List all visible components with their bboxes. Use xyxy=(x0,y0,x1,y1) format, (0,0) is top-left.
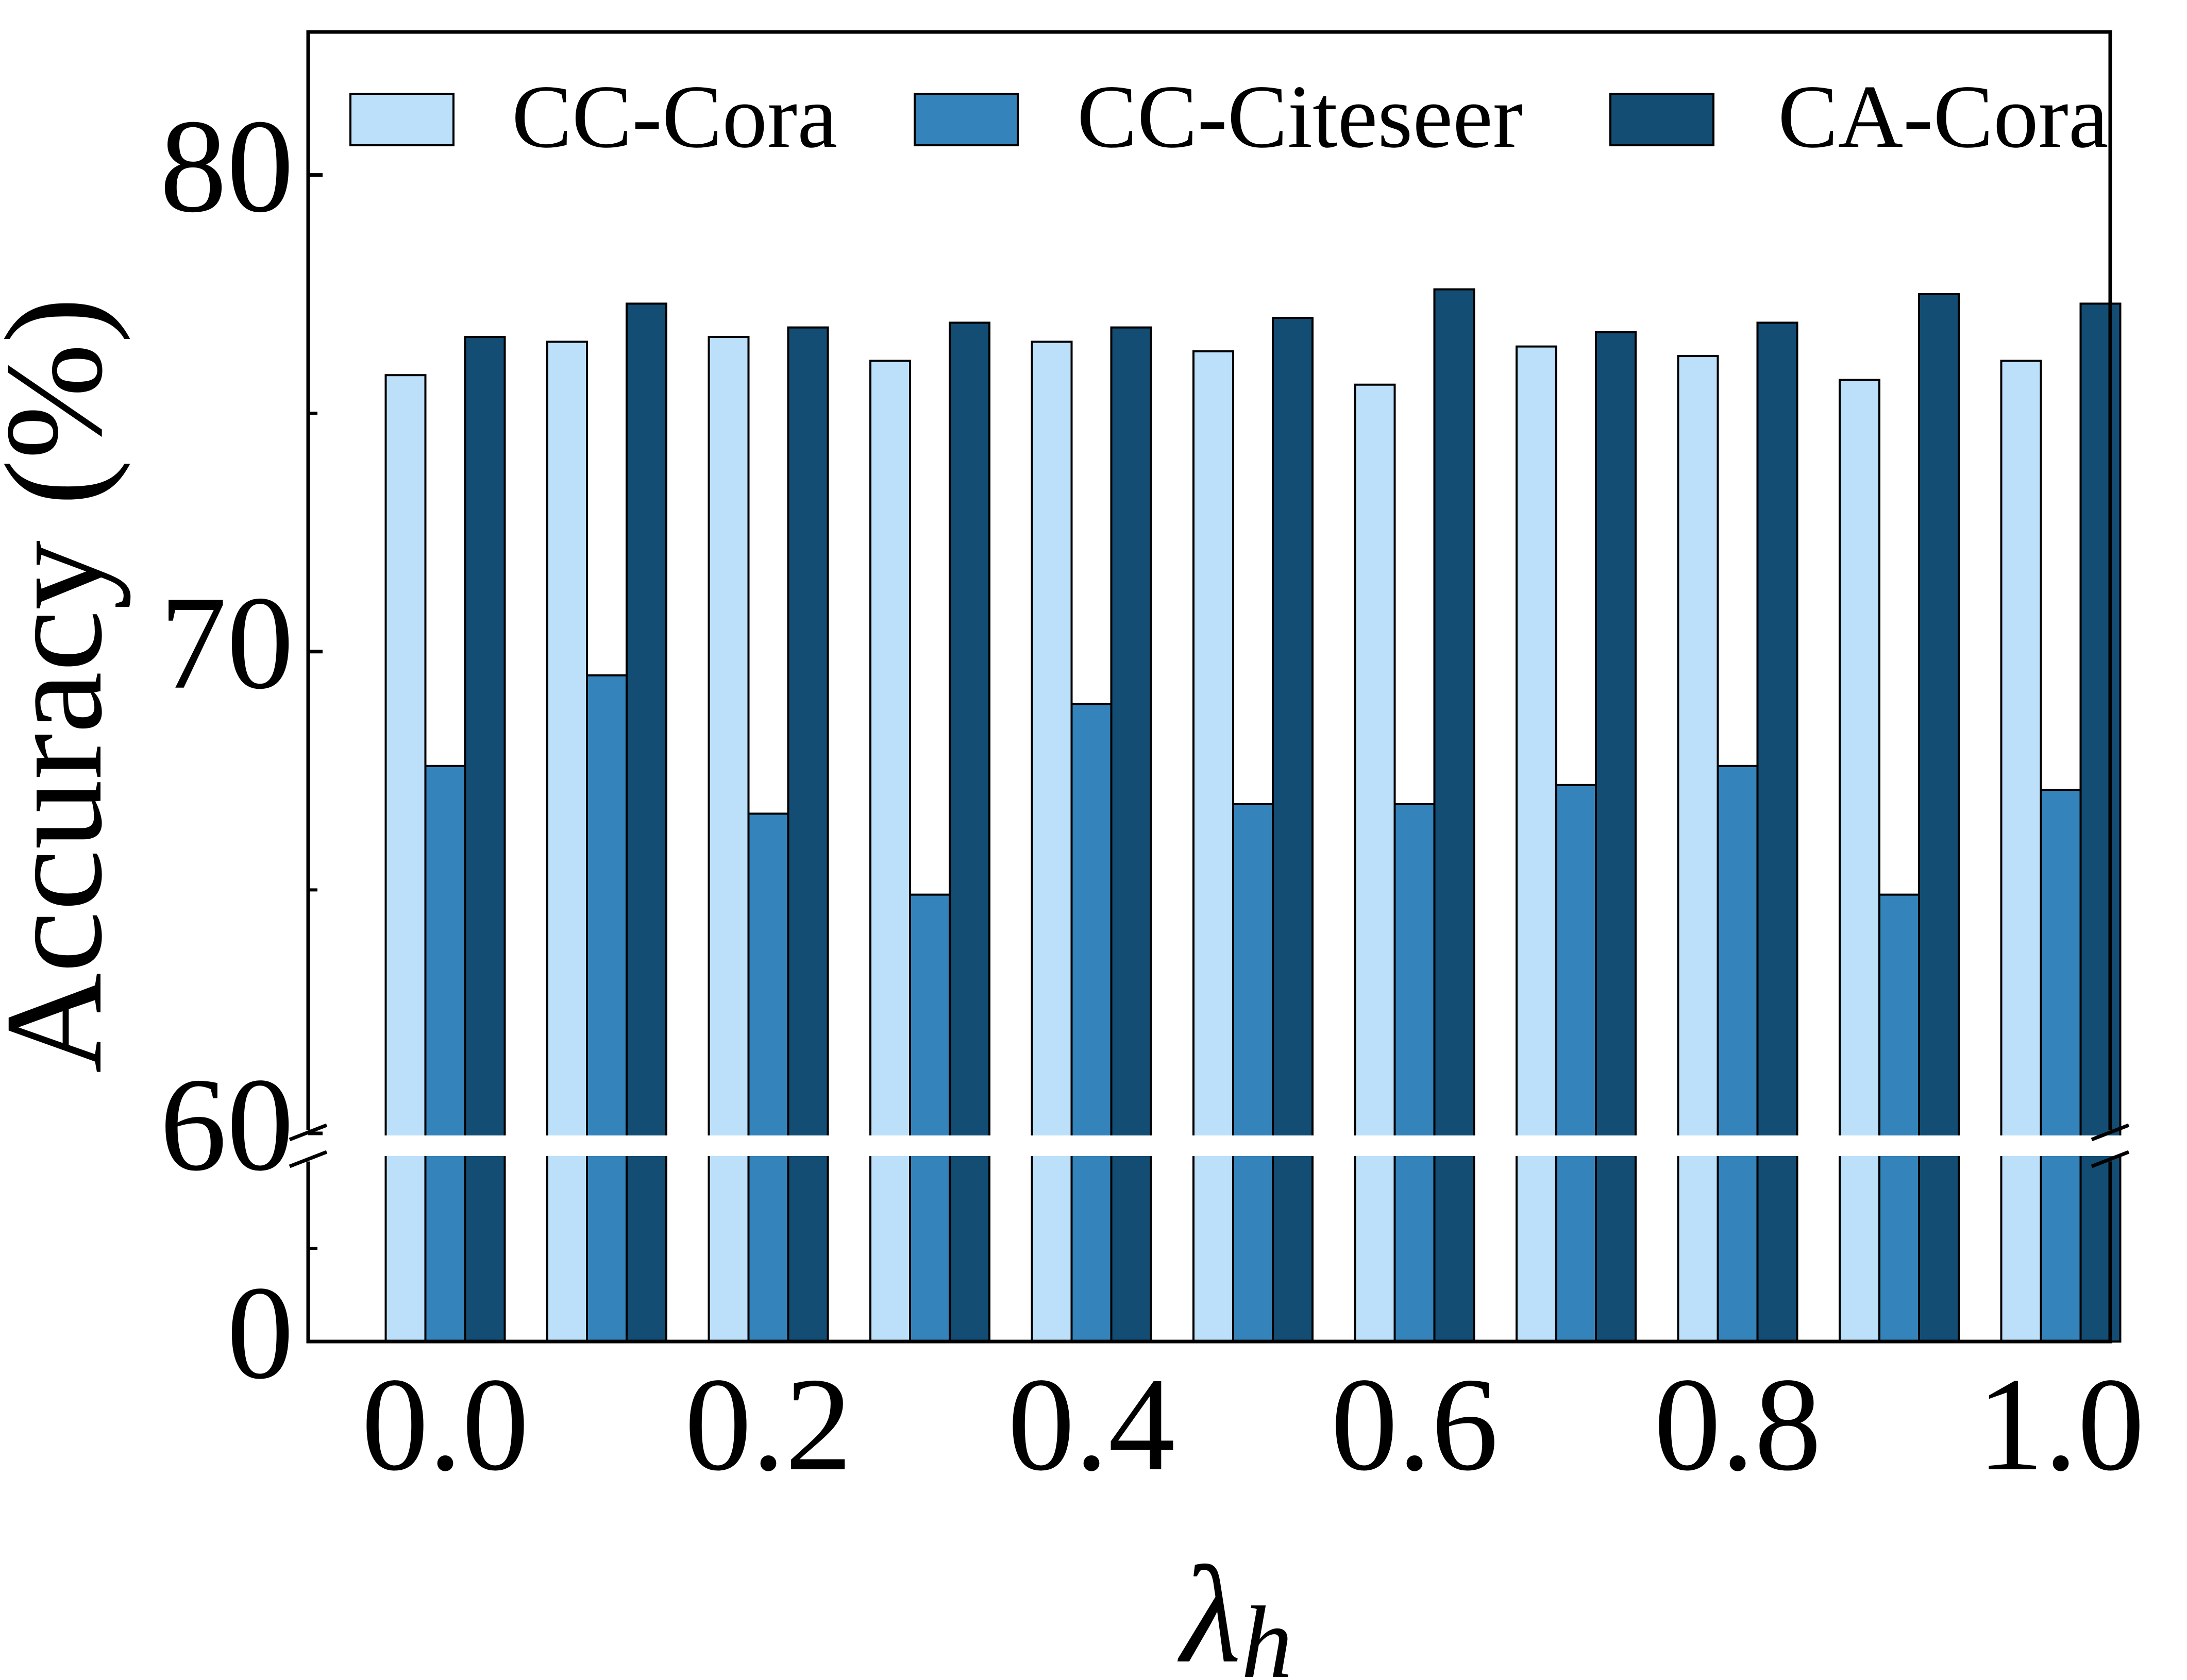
bar-ca-cora-0.4 xyxy=(1110,326,1152,1343)
legend: CC-Cora CC-Citeseer CA-Cora xyxy=(349,66,2109,166)
bar-cc-citeseer-0.1 xyxy=(586,674,628,1343)
axis-break-mark xyxy=(289,1150,328,1168)
axes-layer: 0 60 70 80 0.0 0.2 0.4 0.6 0.8 1.0 xyxy=(160,30,2145,1499)
y-tick-label-70: 70 xyxy=(160,569,294,717)
bar-ca-cora-0.2 xyxy=(787,326,829,1343)
x-tick-label-0.4: 0.4 xyxy=(1008,1350,1175,1499)
y-tick-label-0: 0 xyxy=(227,1259,294,1407)
bar-cc-citeseer-0.5 xyxy=(1232,803,1274,1343)
legend-label-ca-cora: CA-Cora xyxy=(1778,66,2109,166)
x-tick-label-0.6: 0.6 xyxy=(1331,1350,1499,1499)
y-tick-label-60: 60 xyxy=(160,1050,294,1199)
x-tick-label-1.0: 1.0 xyxy=(1977,1350,2145,1499)
bar-cc-cora-0.9 xyxy=(1839,379,1880,1343)
bar-cc-citeseer-1.0 xyxy=(2040,789,2082,1343)
axis-break-gap xyxy=(288,1135,2131,1156)
bar-ca-cora-0.9 xyxy=(1918,293,1960,1343)
bar-cc-cora-0.5 xyxy=(1192,350,1234,1343)
bar-cc-cora-0.4 xyxy=(1031,341,1073,1343)
bar-cc-citeseer-0.4 xyxy=(1070,703,1113,1343)
bars-layer xyxy=(384,288,2122,1343)
bar-ca-cora-0.3 xyxy=(949,321,990,1343)
legend-swatch-cc-cora xyxy=(349,93,455,146)
bar-cc-cora-0.0 xyxy=(384,374,427,1343)
bar-cc-citeseer-0.3 xyxy=(909,893,951,1343)
bar-cc-cora-0.7 xyxy=(1516,345,1557,1343)
axis-break-mark xyxy=(2091,1123,2130,1142)
x-tick-label-0.0: 0.0 xyxy=(362,1350,529,1499)
bar-ca-cora-0.7 xyxy=(1595,331,1637,1343)
bar-ca-cora-0.6 xyxy=(1433,288,1475,1343)
y-axis-label: Accuracy (%) xyxy=(0,297,131,1074)
x-axis-label: λh xyxy=(1176,1538,1292,1677)
bar-cc-cora-0.6 xyxy=(1354,383,1396,1343)
x-tick-label-0.2: 0.2 xyxy=(685,1350,852,1499)
legend-swatch-cc-citeseer xyxy=(914,93,1019,146)
bar-cc-cora-0.1 xyxy=(546,341,588,1343)
x-tick-label-0.8: 0.8 xyxy=(1654,1350,1822,1499)
bar-ca-cora-0.8 xyxy=(1756,321,1798,1343)
bar-cc-citeseer-0.6 xyxy=(1393,803,1436,1343)
axis-labels-layer: Accuracy (%) λh xyxy=(0,297,1292,1680)
legend-label-cc-citeseer: CC-Citeseer xyxy=(1077,66,1523,166)
bar-cc-cora-0.3 xyxy=(869,360,911,1343)
bar-ca-cora-0.0 xyxy=(464,336,506,1343)
bar-cc-citeseer-0.7 xyxy=(1555,784,1597,1343)
bar-cc-cora-1.0 xyxy=(2000,360,2042,1343)
legend-label-cc-cora: CC-Cora xyxy=(512,66,837,166)
bar-cc-citeseer-0.9 xyxy=(1878,893,1920,1343)
axis-break-mark xyxy=(2091,1150,2130,1168)
x-axis-label-subscript: h xyxy=(1241,1586,1292,1677)
bar-ca-cora-1.0 xyxy=(2079,302,2122,1343)
bar-ca-cora-0.1 xyxy=(626,302,667,1343)
legend-swatch-ca-cora xyxy=(1609,93,1714,146)
bar-cc-citeseer-0.8 xyxy=(1717,765,1759,1343)
bar-cc-citeseer-0.0 xyxy=(424,765,466,1343)
bar-ca-cora-0.5 xyxy=(1272,317,1314,1343)
bar-cc-cora-0.2 xyxy=(708,336,750,1343)
bar-cc-cora-0.8 xyxy=(1677,355,1719,1343)
bar-cc-citeseer-0.2 xyxy=(747,812,789,1343)
x-axis-label-symbol: λ xyxy=(1176,1538,1241,1677)
y-tick-label-80: 80 xyxy=(160,92,294,241)
